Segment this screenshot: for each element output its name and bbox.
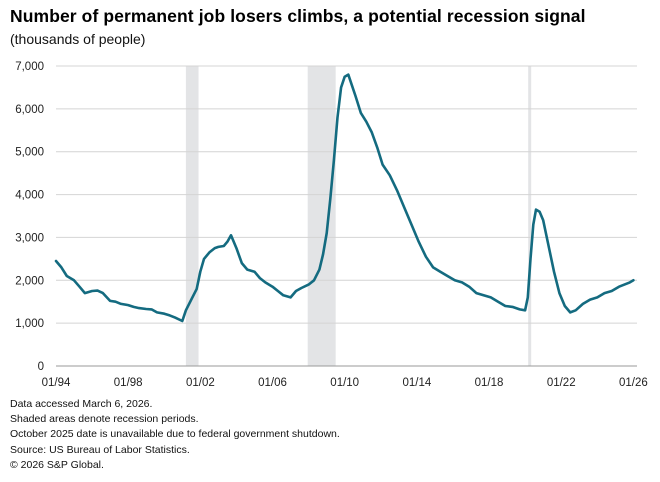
x-tick-label: 01/18 xyxy=(475,377,504,389)
footnote-shutdown: October 2025 date is unavailable due to … xyxy=(10,428,340,441)
gridlines xyxy=(56,65,637,367)
x-tick-label: 01/14 xyxy=(402,377,431,389)
y-tick-label: 2,000 xyxy=(15,275,44,287)
x-tick-label: 01/26 xyxy=(619,377,648,389)
x-tick-label: 01/06 xyxy=(258,377,287,389)
recession-band-2 xyxy=(307,66,336,366)
x-tick-label: 01/02 xyxy=(186,377,215,389)
y-axis-tick-labels: 0 1,000 2,000 3,000 4,000 5,000 6,000 7,000 xyxy=(15,61,44,373)
footnote-source: Source: US Bureau of Labor Statistics. xyxy=(10,443,190,456)
x-axis-tick-labels: 01/94 01/98 01/02 01/06 01/10 01/14 01/18 01/22… xyxy=(42,377,648,389)
y-tick-label: 1,000 xyxy=(15,318,44,330)
line-chart: 0 1,000 2,000 3,000 4,000 5,000 6,000 7,000 01/… xyxy=(15,61,648,389)
footnote-data-accessed: Data accessed March 6, 2026. xyxy=(10,398,153,410)
x-tick-label: 01/94 xyxy=(42,377,71,389)
chart-subtitle: (thousands of people) xyxy=(10,31,146,47)
y-tick-label: 6,000 xyxy=(15,104,44,116)
x-tick-label: 01/10 xyxy=(330,377,359,389)
recession-band-3 xyxy=(528,66,532,366)
chart-title: Number of permanent job losers climbs, a… xyxy=(10,6,586,26)
series-lines xyxy=(54,73,635,323)
recession-band-1 xyxy=(185,66,199,366)
footnote-recession-shading: Shaded areas denote recession periods. xyxy=(10,413,199,426)
y-tick-label: 3,000 xyxy=(15,232,44,244)
y-tick-label: 0 xyxy=(38,361,44,373)
y-tick-label: 5,000 xyxy=(15,147,44,159)
y-tick-label: 7,000 xyxy=(15,61,44,73)
footnotes: Data accessed March 6, 2026. Shaded area… xyxy=(10,397,340,473)
series-line-1 xyxy=(54,73,635,323)
x-tick-label: 01/98 xyxy=(114,377,143,389)
footnote-copyright: © 2026 S&P Global. xyxy=(10,458,104,471)
x-tick-label: 01/22 xyxy=(547,377,576,389)
recession-shading xyxy=(185,66,532,366)
y-tick-label: 4,000 xyxy=(15,190,44,202)
